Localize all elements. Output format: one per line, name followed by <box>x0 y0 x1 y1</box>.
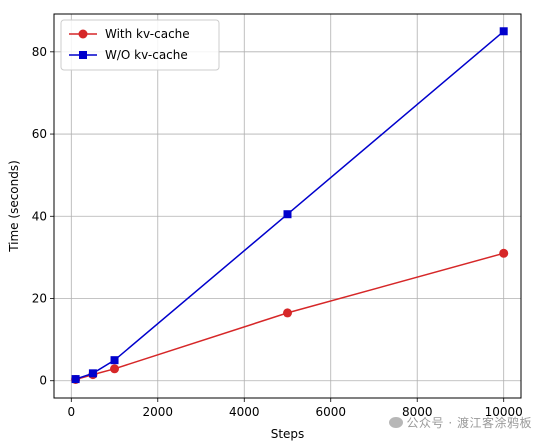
data-point <box>499 248 509 258</box>
y-tick-label: 40 <box>32 209 47 223</box>
series-line-2 <box>75 30 505 380</box>
legend-marker <box>78 29 88 39</box>
y-tick-label: 20 <box>32 292 47 306</box>
x-axis-label: Steps <box>271 427 305 441</box>
data-point <box>283 308 292 318</box>
series-layer <box>71 27 509 384</box>
data-point <box>110 356 119 365</box>
data-point <box>88 369 97 378</box>
data-point <box>110 364 120 374</box>
x-tick-label: 8000 <box>402 405 433 419</box>
y-tick-label: 80 <box>32 45 47 59</box>
watermark-text: 公众号 · 渡江客涂鸦板 <box>406 416 532 430</box>
y-tick-label: 0 <box>39 374 47 388</box>
legend: With kv-cache W/O kv-cache <box>60 19 220 71</box>
watermark: 公众号 · 渡江客涂鸦板 <box>388 414 532 431</box>
x-tick-label: 6000 <box>315 405 346 419</box>
data-point <box>71 375 80 384</box>
x-tick-label: 4000 <box>229 405 260 419</box>
plot-frame <box>53 13 522 399</box>
x-tick-label: 0 <box>67 405 75 419</box>
y-axis-label: Time (seconds) <box>7 160 21 253</box>
data-point <box>283 210 292 219</box>
legend-box <box>60 19 220 71</box>
legend-label: With kv-cache <box>105 27 190 41</box>
x-tick-label: 10000 <box>485 405 523 419</box>
y-tick-label: 60 <box>32 127 47 141</box>
legend-label: W/O kv-cache <box>105 48 188 62</box>
x-tick-label: 2000 <box>143 405 174 419</box>
axis-ticks: 0 2000 4000 6000 8000 10000 0 20 40 60 80 <box>32 45 523 419</box>
data-point <box>499 27 508 36</box>
legend-marker <box>79 51 87 59</box>
grid-lines <box>54 14 521 398</box>
wechat-icon <box>388 417 403 428</box>
